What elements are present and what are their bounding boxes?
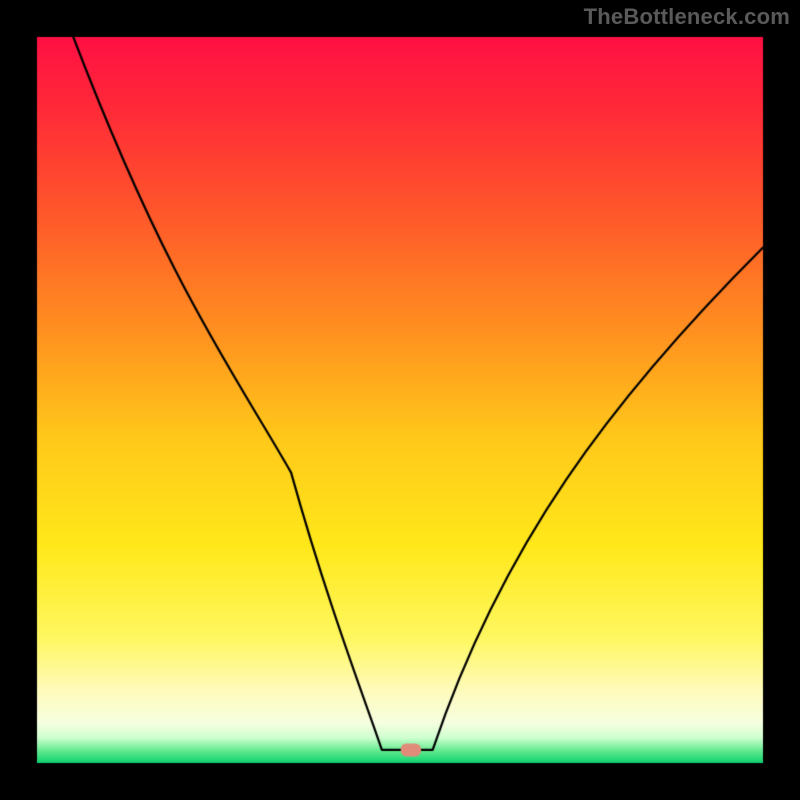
bottleneck-chart-canvas — [0, 0, 800, 800]
watermark-text: TheBottleneck.com — [584, 4, 790, 30]
